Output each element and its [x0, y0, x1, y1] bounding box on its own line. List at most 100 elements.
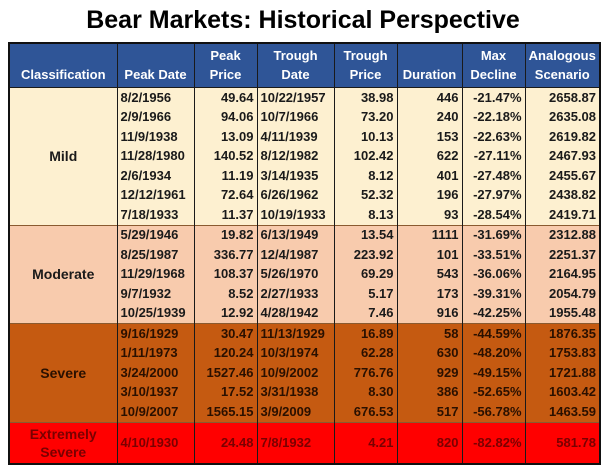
duration-cell: 929 — [396, 363, 463, 383]
table-row: 2/9/1966 94.06 10/7/1966 73.20 240 -22.18% 263… — [9, 107, 601, 127]
max-decline-cell: -22.18% — [461, 107, 526, 127]
duration-cell: 386 — [396, 382, 463, 402]
table-row: Severe 9/16/1929 30.47 11/13/1929 16.89 58 -44… — [8, 323, 601, 422]
peak-price-cell: 72.64 — [193, 185, 258, 205]
duration-cell: 58 — [396, 323, 463, 344]
table-row: 9/7/1932 8.52 2/27/1933 5.17 173 -39.31% 2054.… — [9, 284, 601, 304]
peak-date-cell: 11/9/1938 — [116, 127, 195, 147]
peak-price-cell: 140.52 — [193, 146, 258, 166]
table-row: 1/11/1973 120.24 10/3/1974 62.28 630 -48.20% 1… — [9, 343, 601, 363]
trough-price-cell: 776.76 — [333, 363, 398, 383]
peak-price-cell: 11.19 — [193, 166, 258, 186]
header-analogous-scenario: Analogous Scenario — [524, 42, 601, 88]
trough-date-cell: 4/28/1942 — [256, 303, 335, 324]
header-peak-date: Peak Date — [116, 42, 195, 88]
trough-date-cell: 3/31/1938 — [256, 382, 335, 402]
table-row: 8/25/1987 336.77 12/4/1987 223.92 101 -33.51%… — [9, 245, 601, 265]
table-row: 10/9/2007 1565.15 3/9/2009 676.53 517 -56.78%… — [9, 402, 601, 422]
peak-date-cell: 12/12/1961 — [116, 185, 195, 205]
trough-price-cell: 52.32 — [333, 185, 398, 205]
peak-price-cell: 17.52 — [193, 382, 258, 402]
header-peak-price: Peak Price — [193, 42, 258, 88]
peak-date-cell: 8/2/1956 — [116, 87, 195, 108]
trough-price-cell: 62.28 — [333, 343, 398, 363]
peak-date-cell: 11/29/1968 — [116, 264, 195, 284]
trough-price-cell: 38.98 — [333, 87, 398, 108]
duration-cell: 916 — [396, 303, 463, 324]
peak-date-cell: 11/28/1980 — [116, 146, 195, 166]
duration-cell: 622 — [396, 146, 463, 166]
max-decline-cell: -27.11% — [461, 146, 526, 166]
peak-price-cell: 30.47 — [193, 323, 258, 344]
trough-date-cell: 10/7/1966 — [256, 107, 335, 127]
max-decline-cell: -49.15% — [461, 363, 526, 383]
trough-date-cell: 4/11/1939 — [256, 127, 335, 147]
table-row: 3/10/1937 17.52 3/31/1938 8.30 386 -52.65% 160… — [9, 382, 601, 402]
analogous-scenario-cell: 2455.67 — [524, 166, 601, 186]
peak-date-cell: 1/11/1973 — [116, 343, 195, 363]
trough-date-cell: 7/8/1932 — [256, 421, 335, 464]
peak-price-cell: 24.48 — [193, 421, 258, 464]
trough-date-cell: 10/22/1957 — [256, 87, 335, 108]
peak-date-cell: 10/25/1939 — [116, 303, 195, 324]
trough-price-cell: 5.17 — [333, 284, 398, 304]
analogous-scenario-cell: 1721.88 — [524, 363, 601, 383]
peak-price-cell: 49.64 — [193, 87, 258, 108]
trough-price-cell: 69.29 — [333, 264, 398, 284]
max-decline-cell: -31.69% — [461, 224, 526, 245]
peak-price-cell: 94.06 — [193, 107, 258, 127]
table-row: 7/18/1933 11.37 10/19/1933 8.13 93 -28.54% 241… — [9, 205, 601, 225]
analogous-scenario-cell: 581.78 — [524, 421, 601, 464]
trough-price-cell: 223.92 — [333, 245, 398, 265]
analogous-scenario-cell: 1753.83 — [524, 343, 601, 363]
duration-cell: 196 — [396, 185, 463, 205]
classification-cell: Mild — [8, 87, 118, 225]
table-row: 12/12/1961 72.64 6/26/1962 52.32 196 -27.97% 2… — [9, 185, 601, 205]
trough-date-cell: 8/12/1982 — [256, 146, 335, 166]
max-decline-cell: -28.54% — [461, 205, 526, 225]
peak-date-cell: 7/18/1933 — [116, 205, 195, 225]
peak-date-cell: 4/10/1930 — [116, 421, 195, 464]
trough-price-cell: 16.89 — [333, 323, 398, 344]
table-row: 10/25/1939 12.92 4/28/1942 7.46 916 -42.25% 19… — [9, 303, 601, 324]
peak-date-cell: 9/7/1932 — [116, 284, 195, 304]
trough-date-cell: 6/26/1962 — [256, 185, 335, 205]
table-row: Moderate 5/29/1946 19.82 6/13/1949 13.54 1111… — [8, 224, 601, 324]
peak-date-cell: 2/9/1966 — [116, 107, 195, 127]
table-row: 2/6/1934 11.19 3/14/1935 8.12 401 -27.48% 2455… — [9, 166, 601, 186]
analogous-scenario-cell: 2658.87 — [524, 87, 601, 108]
peak-price-cell: 12.92 — [193, 303, 258, 324]
trough-date-cell: 2/27/1933 — [256, 284, 335, 304]
table-row: 11/29/1968 108.37 5/26/1970 69.29 543 -36.06%… — [9, 264, 601, 284]
trough-price-cell: 102.42 — [333, 146, 398, 166]
peak-date-cell: 8/25/1987 — [116, 245, 195, 265]
max-decline-cell: -22.63% — [461, 127, 526, 147]
peak-price-cell: 108.37 — [193, 264, 258, 284]
peak-date-cell: 10/9/2007 — [116, 402, 195, 422]
trough-price-cell: 8.30 — [333, 382, 398, 402]
trough-price-cell: 8.13 — [333, 205, 398, 225]
classification-cell: Moderate — [8, 224, 118, 324]
max-decline-cell: -27.48% — [461, 166, 526, 186]
trough-date-cell: 10/9/2002 — [256, 363, 335, 383]
peak-price-cell: 1565.15 — [193, 402, 258, 422]
peak-date-cell: 2/6/1934 — [116, 166, 195, 186]
trough-price-cell: 4.21 — [333, 421, 398, 464]
peak-price-cell: 1527.46 — [193, 363, 258, 383]
header-classification: Classification — [8, 42, 118, 88]
analogous-scenario-cell: 1955.48 — [524, 303, 601, 324]
header-trough-date: Trough Date — [256, 42, 335, 88]
peak-price-cell: 120.24 — [193, 343, 258, 363]
duration-cell: 630 — [396, 343, 463, 363]
chart-title: Bear Markets: Historical Perspective — [86, 6, 520, 34]
duration-cell: 153 — [396, 127, 463, 147]
trough-date-cell: 10/3/1974 — [256, 343, 335, 363]
trough-price-cell: 73.20 — [333, 107, 398, 127]
max-decline-cell: -44.59% — [461, 323, 526, 344]
analogous-scenario-cell: 1603.42 — [524, 382, 601, 402]
trough-date-cell: 3/14/1935 — [256, 166, 335, 186]
header-max-decline: Max Decline — [461, 42, 526, 88]
analogous-scenario-cell: 1463.59 — [524, 402, 601, 422]
duration-cell: 820 — [396, 421, 463, 464]
peak-price-cell: 11.37 — [193, 205, 258, 225]
